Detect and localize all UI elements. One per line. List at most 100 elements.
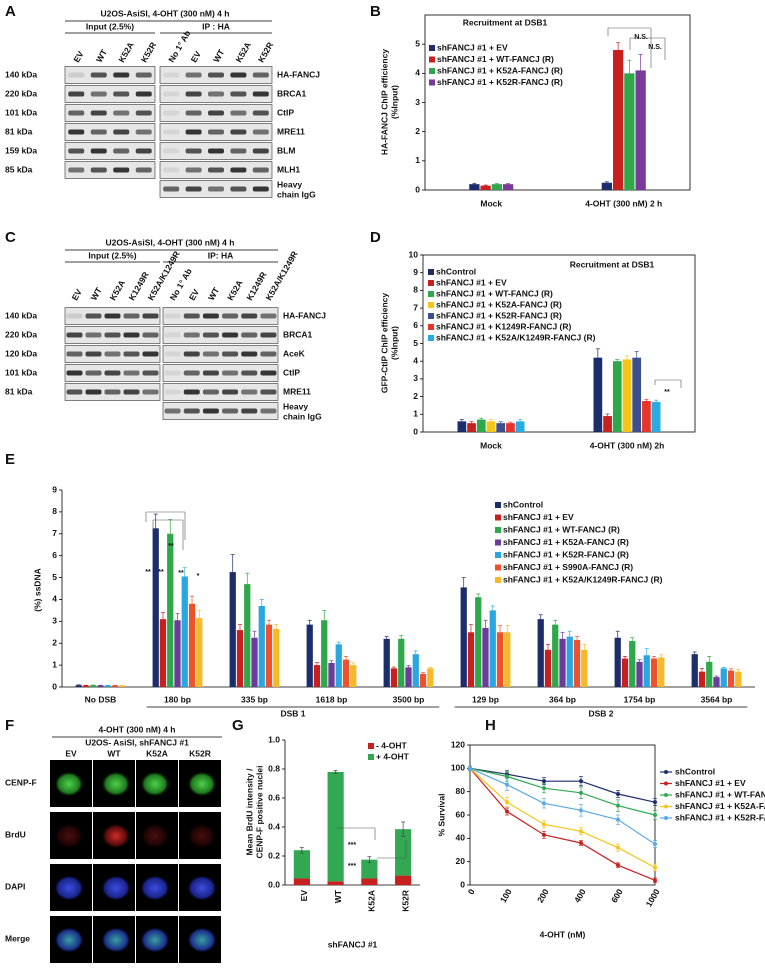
- legend-label: shFANCJ #1 + K52R-FANCJ (R): [437, 77, 563, 87]
- legend-label: shFANCJ #1 + WT-FANCJ (R): [436, 288, 553, 298]
- legend-swatch: [428, 302, 434, 308]
- blot-strip: [162, 364, 279, 382]
- y-tick-label: 80: [456, 786, 466, 796]
- legend-marker: [664, 804, 668, 809]
- protein-label: HA-FANCJ: [283, 310, 326, 320]
- bar: [491, 184, 503, 190]
- images-header: 4-OHT (300 nM) 4 h: [99, 724, 176, 734]
- bar: [273, 628, 280, 687]
- annotation: ***: [348, 863, 356, 870]
- band: [123, 313, 140, 319]
- annotation: **: [178, 570, 184, 577]
- legend-swatch: [429, 45, 435, 51]
- chart-title: Recruitment at DSB1: [570, 259, 655, 269]
- nucleus: [101, 927, 131, 953]
- band: [113, 72, 130, 78]
- y-tick-label: 0.8: [268, 763, 280, 773]
- band: [135, 91, 152, 97]
- bar: [544, 649, 552, 687]
- band: [104, 370, 121, 376]
- blot-strip: [64, 123, 156, 141]
- annotation: ***: [348, 842, 356, 849]
- legend-swatch: [368, 743, 374, 749]
- marker: [542, 786, 546, 791]
- protein-label: MRE11: [283, 386, 311, 396]
- bar: [229, 572, 236, 687]
- bar: [342, 659, 350, 687]
- bar: [469, 184, 480, 190]
- bar: [698, 671, 706, 687]
- mw-label: 159 kDa: [5, 145, 37, 155]
- band: [230, 110, 247, 116]
- band: [164, 408, 181, 414]
- x-axis-label: 4-OHT (nM): [540, 929, 586, 939]
- band: [230, 91, 247, 97]
- x-tick-label: 200: [535, 887, 551, 905]
- band: [113, 110, 130, 116]
- bar: [593, 357, 603, 432]
- input-label: Input (2.5%): [86, 21, 134, 31]
- legend-swatch: [429, 79, 435, 86]
- band: [208, 110, 224, 116]
- marker: [616, 817, 620, 822]
- bar: [621, 658, 629, 687]
- bar-segment: [395, 875, 412, 885]
- legend-swatch: [495, 577, 501, 583]
- nucleus: [101, 823, 131, 849]
- bar: [486, 421, 496, 432]
- series-line: [469, 767, 656, 869]
- bar: [581, 649, 588, 687]
- y-tick-label: 1: [52, 659, 57, 669]
- band: [113, 91, 130, 97]
- bar: [727, 670, 735, 687]
- band: [164, 351, 181, 357]
- band: [252, 167, 269, 173]
- band: [183, 351, 200, 357]
- bar: [419, 673, 427, 687]
- band: [185, 72, 202, 78]
- bar: [476, 419, 486, 432]
- legend-label: shFANCJ #1 + S990A-FANCJ (R): [503, 562, 633, 572]
- y-tick-label: 1: [415, 155, 420, 165]
- bar: [104, 685, 111, 687]
- bar: [306, 624, 313, 687]
- y-tick-label: 0.0: [268, 879, 280, 889]
- band: [260, 313, 277, 319]
- x-tick-label: EV: [299, 890, 309, 902]
- legend-label: shControl: [675, 766, 715, 776]
- annotation: **: [158, 569, 164, 576]
- bar: [643, 655, 650, 687]
- legend-swatch: [368, 754, 374, 760]
- bar: [412, 654, 419, 687]
- legend-swatch: [428, 335, 434, 341]
- band: [222, 389, 239, 395]
- marker: [653, 865, 657, 870]
- band: [230, 72, 247, 78]
- mw-label: 85 kDa: [5, 164, 33, 174]
- x-tick-label: 4-OHT (300 nM) 2 h: [585, 198, 662, 208]
- mw-label: 81 kDa: [5, 386, 33, 396]
- y-tick-label: 10: [409, 249, 419, 259]
- bar: [603, 416, 612, 432]
- mw-label: 101 kDa: [5, 107, 37, 117]
- x-tick-label: 1618 bp: [316, 694, 348, 704]
- bar: [328, 662, 335, 687]
- y-tick-label: 40: [456, 833, 466, 843]
- band: [68, 72, 85, 78]
- bar: [467, 423, 476, 432]
- band: [202, 313, 219, 319]
- lane-label: K52A: [116, 40, 136, 64]
- nucleus: [54, 927, 84, 953]
- band: [90, 167, 107, 173]
- band: [142, 389, 159, 395]
- bar: [537, 619, 544, 687]
- band: [230, 167, 247, 173]
- plot-frame: [424, 14, 691, 191]
- legend-swatch: [495, 527, 501, 533]
- mw-label: 220 kDa: [5, 88, 37, 98]
- legend-label: shFANCJ #1 + K52A-FANCJ (R): [437, 65, 563, 75]
- bar: [97, 685, 104, 687]
- nucleus: [187, 875, 217, 901]
- marker: [505, 809, 509, 814]
- row-label: Merge: [5, 933, 30, 943]
